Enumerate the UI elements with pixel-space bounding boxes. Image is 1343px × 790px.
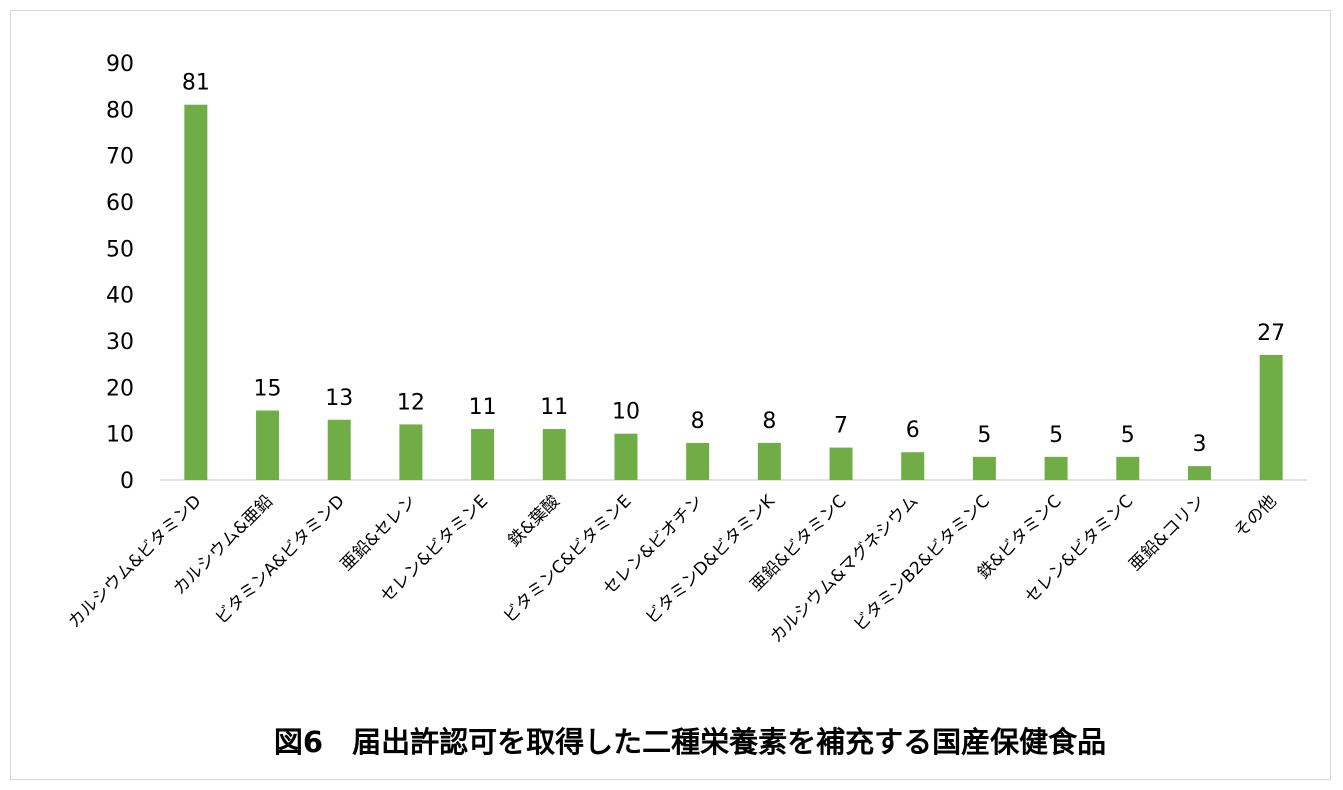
x-tick-label: ビタミンD&ビタミンK: [642, 491, 779, 628]
x-tick-label: 鉄&葉酸: [504, 491, 564, 551]
data-label: 10: [612, 400, 640, 425]
x-tick-label: その他: [1230, 491, 1280, 541]
data-label: 15: [254, 377, 282, 402]
data-label: 12: [397, 390, 425, 415]
bar: [1259, 354, 1283, 480]
x-tick-label: ビタミンA&ビタミンD: [212, 491, 349, 628]
chart-title: 図6 届出許認可を取得した二種栄養素を補充する国産保健食品: [274, 725, 1106, 759]
bars-group: [184, 104, 1283, 480]
bar: [614, 433, 638, 480]
y-tick-label: 20: [106, 376, 134, 401]
data-label: 8: [691, 409, 705, 434]
y-tick-label: 40: [106, 284, 134, 309]
bar: [471, 429, 495, 480]
data-label: 11: [540, 395, 568, 420]
data-label: 7: [834, 414, 848, 439]
bar: [184, 104, 208, 480]
y-tick-label: 80: [106, 98, 134, 123]
bar: [542, 429, 566, 480]
x-tick-label: ビタミンC&ビタミンE: [500, 491, 636, 627]
y-tick-label: 90: [106, 52, 134, 77]
data-label: 11: [469, 395, 497, 420]
data-label: 27: [1257, 321, 1285, 346]
data-label: 81: [182, 71, 210, 96]
bar: [686, 442, 710, 480]
x-tick-label: カルシウム&ビタミンD: [64, 491, 205, 632]
chart-frame: [10, 10, 1331, 780]
data-label: 3: [1192, 432, 1206, 457]
y-tick-label: 60: [106, 191, 134, 216]
y-tick-label: 30: [106, 330, 134, 355]
bar: [1187, 466, 1211, 480]
data-label: 5: [977, 423, 991, 448]
bar: [1044, 456, 1068, 480]
bar: [1116, 456, 1140, 480]
y-tick-label: 50: [106, 237, 134, 262]
x-tick-label: ビタミンB2&ビタミンC: [850, 491, 994, 635]
bar: [256, 410, 280, 480]
data-labels-group: 81 15 13 12 11 11 10 8 8 7 6 5 5 5 3 27: [182, 71, 1285, 457]
x-axis-ticks: カルシウム&ビタミンDカルシウム&亜鉛ビタミンA&ビタミンD亜鉛&セレンセレン&…: [64, 491, 1280, 647]
data-label: 5: [1049, 423, 1063, 448]
bar: [757, 442, 781, 480]
y-tick-label: 0: [120, 469, 134, 494]
bar: [399, 424, 423, 480]
x-tick-label: 亜鉛&コリン: [1125, 491, 1209, 575]
bar: [972, 456, 996, 480]
data-label: 13: [325, 386, 353, 411]
y-axis-ticks: 0 10 20 30 40 50 60 70 80 90: [106, 52, 134, 494]
data-label: 6: [906, 418, 920, 443]
data-label: 8: [762, 409, 776, 434]
y-tick-label: 70: [106, 145, 134, 170]
bar: [901, 452, 925, 480]
x-tick-label: カルシウム&マグネシウム: [767, 491, 923, 647]
y-tick-label: 10: [106, 423, 134, 448]
data-label: 5: [1121, 423, 1135, 448]
bar: [829, 447, 853, 480]
bar: [327, 419, 351, 480]
